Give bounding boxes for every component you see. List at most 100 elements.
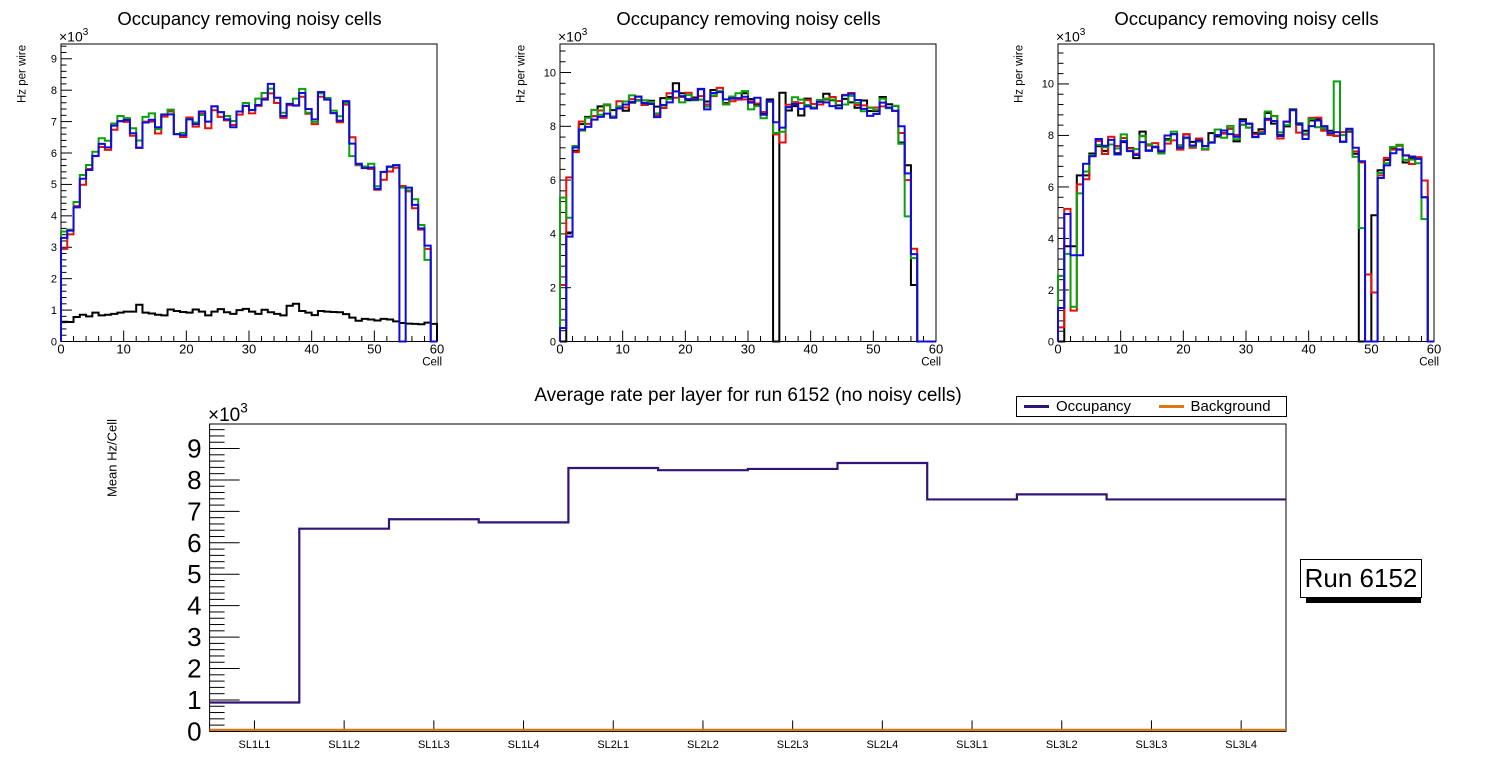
series-green: [559, 90, 936, 343]
y-tick-label: 8: [51, 85, 57, 97]
occupancy-histogram-1: 0 1 2 3 4 5 6 7 8 9 0 10 20 30 40 50 60 Hz per wire Cell ×1…: [17, 27, 445, 369]
x-category-label: SL3L4: [1225, 739, 1257, 751]
series-black: [560, 82, 936, 343]
x-tick-label: 20: [179, 342, 193, 357]
axis-scale-label: ×103: [558, 27, 588, 44]
y-tick-label: 2: [51, 273, 57, 285]
plot-frame: [60, 43, 438, 342]
series-blue: [559, 87, 936, 343]
axis-scale-label: ×103: [208, 400, 248, 426]
y-tick-label: 6: [550, 175, 556, 187]
x-tick-label: 0: [556, 342, 563, 357]
x-category-label: SL1L1: [239, 739, 271, 751]
series-occupancy: [209, 461, 1286, 704]
y-tick-label: 5: [51, 179, 57, 191]
x-category-label: SL2L2: [687, 739, 719, 751]
y-tick-label: 9: [187, 434, 201, 464]
x-tick-label: 20: [1176, 342, 1190, 357]
legend-entry-background: Background: [1152, 397, 1287, 416]
x-tick-label: 0: [57, 342, 64, 357]
y-tick-label: 6: [1048, 182, 1054, 194]
y-tick-label: 0: [51, 336, 57, 348]
x-axis-title: Cell: [921, 357, 941, 369]
axis-scale-label: ×103: [1056, 27, 1086, 44]
occupancy-histogram-2: 0 2 4 6 8 10 0 10 20 30 40 50 60 Hz per wire Cell ×103: [516, 27, 944, 369]
x-tick-label: 20: [678, 342, 692, 357]
y-tick-label: 8: [1048, 130, 1054, 142]
y-axis-title: Hz per wire: [17, 45, 29, 103]
x-tick-label: 50: [367, 342, 381, 357]
x-tick-label: 40: [803, 342, 817, 357]
x-tick-label: 10: [1113, 342, 1127, 357]
series-blue: [1057, 108, 1434, 343]
x-category-label: SL3L3: [1136, 739, 1168, 751]
x-category-label: SL3L1: [956, 739, 988, 751]
x-tick-label: 40: [304, 342, 318, 357]
y-tick-label: 2: [1048, 285, 1054, 297]
y-tick-label: 1: [51, 305, 57, 317]
x-tick-label: 40: [1301, 342, 1315, 357]
y-tick-label: 4: [1048, 233, 1054, 245]
y-tick-label: 10: [1042, 79, 1054, 91]
y-tick-label: 0: [550, 336, 556, 348]
x-tick-label: 60: [1427, 342, 1441, 357]
y-tick-label: 1: [187, 685, 201, 715]
y-tick-label: 2: [550, 283, 556, 295]
y-tick-label: 2: [187, 654, 201, 684]
series-red: [60, 92, 437, 343]
run-number-label: Run 6152: [1300, 559, 1422, 603]
legend-entry-occupancy: Occupancy: [1017, 397, 1152, 416]
x-axis-title: Cell: [1419, 357, 1439, 369]
y-tick-label: 7: [187, 496, 201, 526]
series-green: [60, 87, 437, 343]
x-tick-label: 0: [1054, 342, 1061, 357]
legend: Occupancy Background: [1016, 396, 1287, 417]
x-tick-label: 10: [615, 342, 629, 357]
y-tick-label: 10: [544, 67, 556, 79]
x-tick-label: 30: [242, 342, 256, 357]
x-tick-label: 60: [430, 342, 444, 357]
pad-occupancy-3: Occupancy removing noisy cells 0 2 4 6 8 10 0 1…: [997, 0, 1496, 386]
x-tick-label: 30: [1239, 342, 1253, 357]
pad-occupancy-2: Occupancy removing noisy cells 0 2 4 6 8 10 0 1…: [499, 0, 998, 386]
occupancy-line-swatch: [1024, 405, 1049, 408]
y-tick-label: 0: [187, 716, 201, 746]
pad-occupancy-1: Occupancy removing noisy cells 0 1 2 3 4 5 6 7 8…: [0, 0, 499, 386]
x-tick-label: 60: [929, 342, 943, 357]
y-tick-label: 4: [550, 229, 556, 241]
background-line-swatch: [1158, 405, 1184, 408]
x-category-label: SL1L2: [328, 739, 360, 751]
x-category-label: SL1L4: [508, 739, 540, 751]
x-tick-label: 10: [116, 342, 130, 357]
x-axis-title: Cell: [422, 357, 442, 369]
y-tick-label: 3: [187, 622, 201, 652]
plot-frame: [209, 423, 1287, 732]
x-tick-label: 50: [1364, 342, 1378, 357]
legend-label-occupancy: Occupancy: [1056, 397, 1132, 415]
legend-label-background: Background: [1190, 397, 1271, 415]
series-blue: [60, 82, 437, 343]
y-tick-label: 7: [51, 116, 57, 128]
x-category-label: SL2L4: [866, 739, 898, 751]
occupancy-histogram-3: 0 2 4 6 8 10 0 10 20 30 40 50 60 Hz per wire Cell ×103: [1014, 27, 1442, 369]
y-axis-title: Hz per wire: [1014, 45, 1026, 103]
y-axis-title: Hz per wire: [516, 45, 528, 103]
y-tick-label: 5: [187, 559, 201, 589]
plot-frame: [559, 43, 937, 342]
series-red: [559, 86, 936, 343]
y-tick-label: 6: [187, 528, 201, 558]
x-category-label: SL1L3: [418, 739, 450, 751]
y-tick-label: 8: [550, 121, 556, 133]
y-tick-label: 9: [51, 54, 57, 66]
y-tick-label: 0: [1048, 336, 1054, 348]
chart-title-occupancy-3: Occupancy removing noisy cells: [1114, 8, 1379, 29]
series-black: [60, 302, 438, 342]
y-tick-label: 4: [187, 591, 201, 621]
x-category-label: SL3L2: [1046, 739, 1078, 751]
y-axis-title: Mean Hz/Cell: [105, 419, 120, 497]
chart-title-occupancy-1: Occupancy removing noisy cells: [117, 8, 382, 29]
chart-title-average-rate: Average rate per layer for run 6152 (no …: [534, 385, 962, 406]
pad-average-rate: Average rate per layer for run 6152 (no …: [0, 385, 1496, 772]
